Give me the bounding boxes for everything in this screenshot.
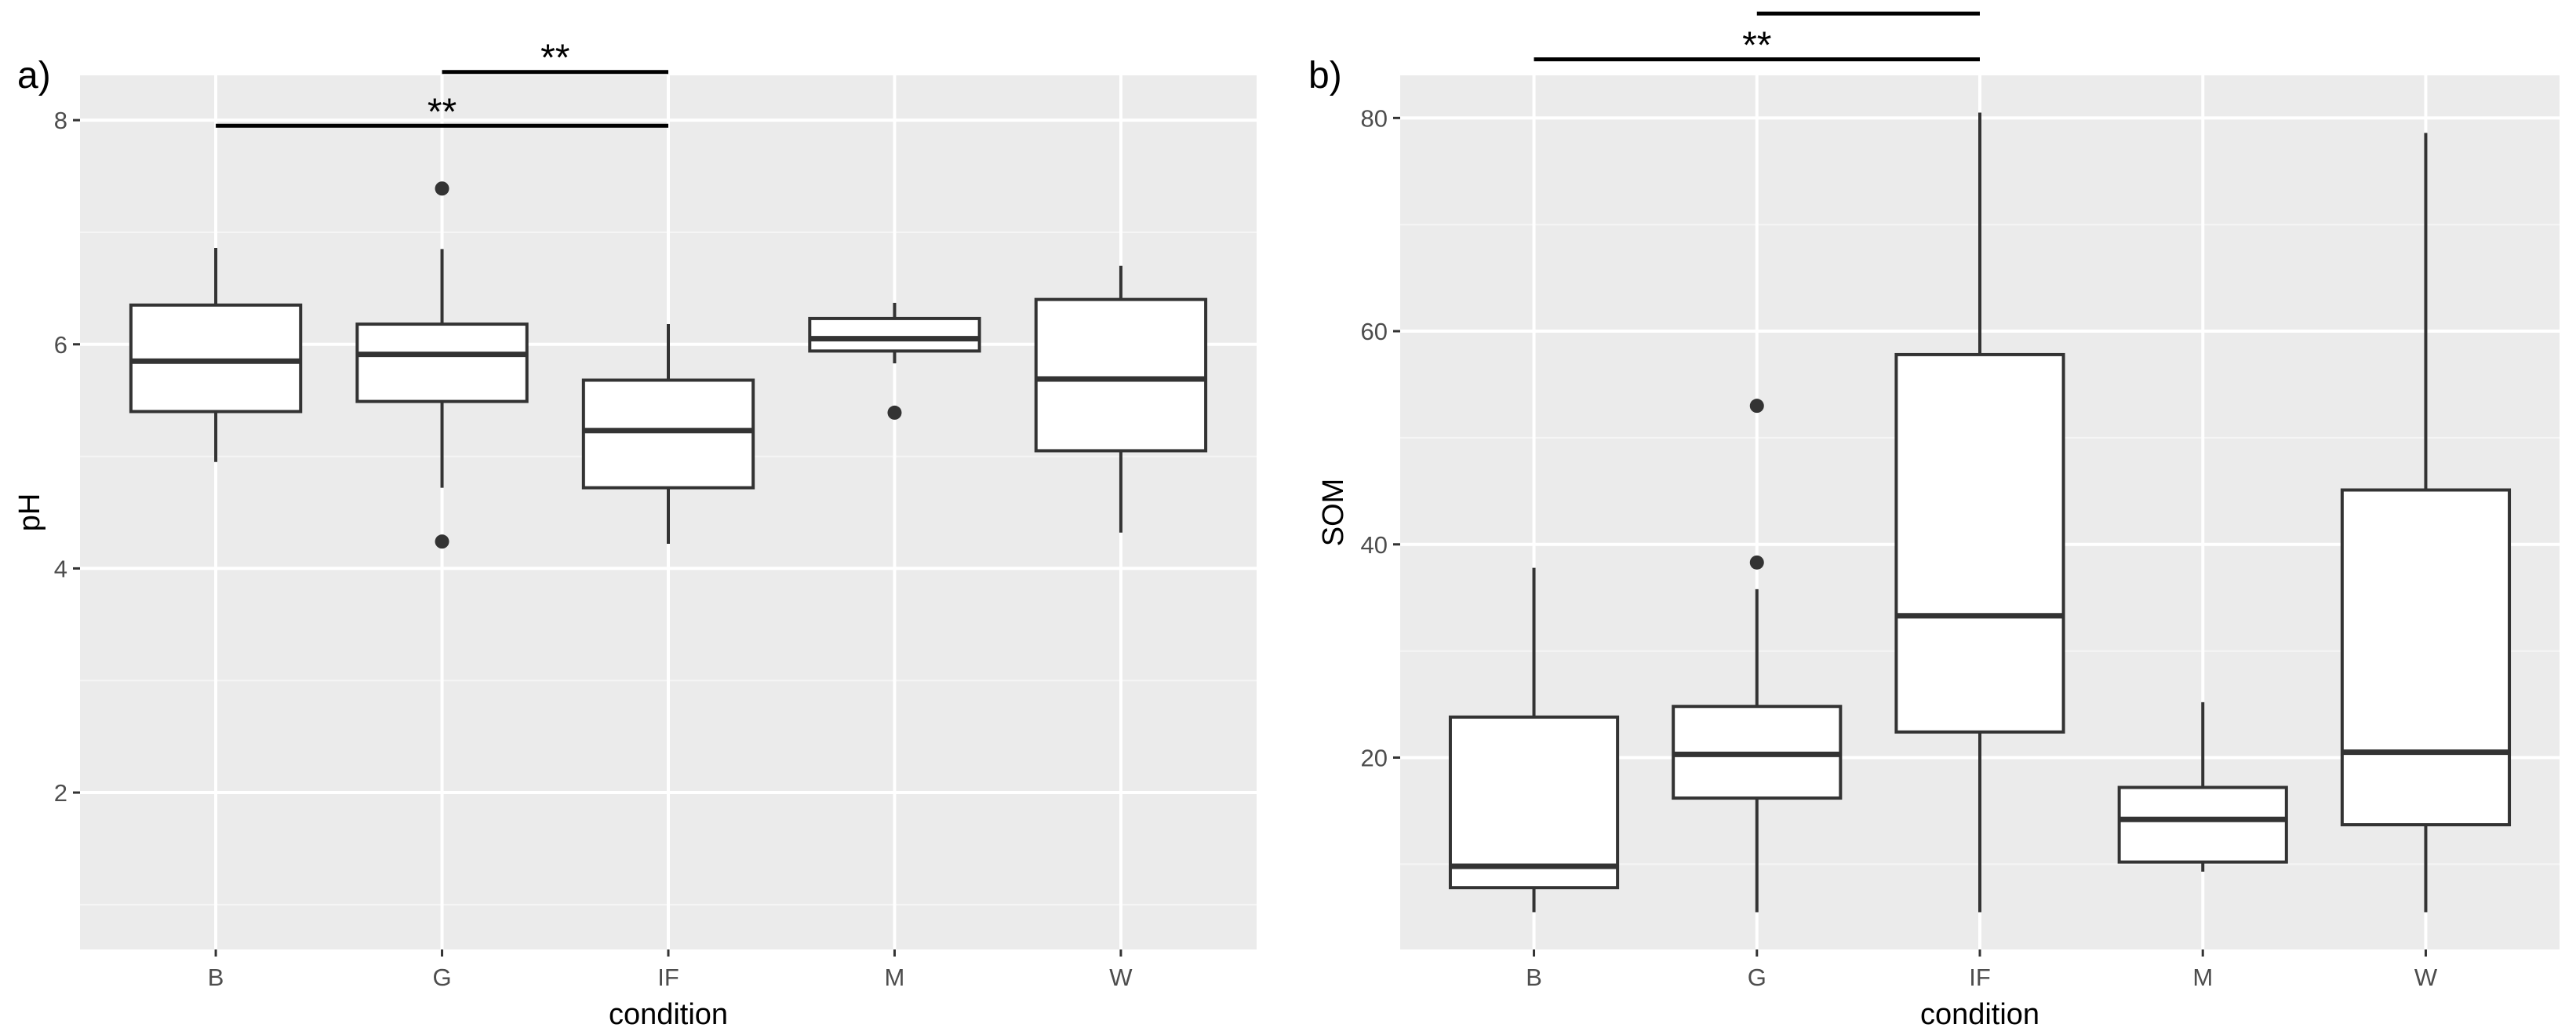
outlier-point: [1749, 399, 1764, 414]
x-tick-label-B: B: [1526, 964, 1542, 991]
outlier-point: [435, 181, 449, 196]
x-tick-label-W: W: [1109, 964, 1133, 991]
outlier-point: [887, 405, 902, 420]
boxplot-M: [2117, 702, 2288, 872]
y-tick-label: 40: [1361, 531, 1388, 559]
boxplot-IF: [1894, 112, 2065, 913]
iqr-box: [2117, 785, 2288, 864]
significance-annotations: ** **: [1534, 0, 1980, 67]
boxplot-W: [2340, 133, 2512, 913]
y-tick-label: 2: [54, 779, 67, 807]
boxplot-M: [808, 302, 981, 420]
iqr-box: [1894, 352, 2065, 734]
axes: 20 40 60 80 B G IF M W: [1361, 104, 2438, 991]
y-axis-title: pH: [13, 494, 46, 532]
boxplot-G: [1672, 399, 1843, 913]
boxplot-W: [1034, 265, 1208, 533]
x-axis-title: condition: [1920, 998, 2039, 1031]
y-tick-label: 4: [54, 555, 67, 582]
significance-label: **: [540, 38, 569, 79]
iqr-box: [355, 323, 529, 403]
x-tick-label-W: W: [2414, 964, 2438, 991]
boxplot-G: [355, 181, 529, 549]
x-tick-label-M: M: [885, 964, 905, 991]
panel-a: ** ** 2 4 6 8 B G IF M W a) condition pH: [13, 38, 1257, 1031]
significance-label: **: [1854, 0, 1883, 20]
axes: 2 4 6 8 B G IF M W: [54, 107, 1133, 991]
boxplot-IF: [581, 324, 755, 544]
y-axis-title: SOM: [1317, 479, 1350, 547]
iqr-box: [808, 316, 981, 353]
x-tick-label-IF: IF: [657, 964, 679, 991]
outlier-point: [1749, 555, 1764, 570]
boxplots: [129, 181, 1208, 549]
iqr-box: [2340, 488, 2512, 827]
iqr-box: [129, 303, 303, 414]
panel-tag: b): [1308, 55, 1342, 97]
outlier-point: [435, 534, 449, 549]
y-tick-label: 80: [1361, 104, 1388, 132]
y-tick-label: 20: [1361, 744, 1388, 771]
x-tick-label-B: B: [208, 964, 224, 991]
iqr-box: [1034, 297, 1208, 453]
boxplot-B: [1448, 567, 1620, 913]
iqr-box: [1448, 715, 1620, 890]
significance-label: **: [1742, 25, 1771, 67]
x-tick-label-G: G: [1748, 964, 1766, 991]
x-tick-label-G: G: [432, 964, 451, 991]
y-tick-label: 6: [54, 331, 67, 359]
y-tick-label: 8: [54, 107, 67, 134]
iqr-box: [581, 378, 755, 490]
boxplot-B: [129, 247, 303, 462]
x-tick-label-M: M: [2192, 964, 2213, 991]
x-tick-label-IF: IF: [1969, 964, 1991, 991]
panel-tag: a): [17, 55, 51, 97]
x-axis-title: condition: [609, 998, 728, 1031]
significance-annotations: ** **: [216, 38, 668, 133]
y-tick-label: 60: [1361, 318, 1388, 345]
significance-label: **: [428, 91, 457, 133]
panel-b: ** ** 20 40 60 80 B G IF M W b) condition SOM: [1308, 0, 2560, 1031]
boxplots: [1448, 112, 2512, 913]
